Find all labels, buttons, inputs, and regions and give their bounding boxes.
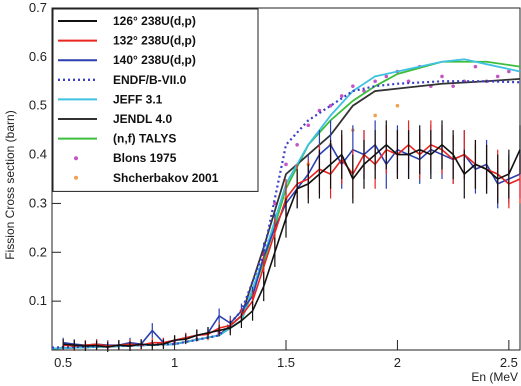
legend-item: Shcherbakov 2001 — [74, 171, 219, 185]
series-126-238u-d-p — [62, 120, 521, 352]
legend-label: Blons 1975 — [113, 151, 177, 165]
data-point — [507, 69, 511, 74]
x-tick-label: 0.5 — [54, 355, 72, 370]
y-tick-label: 0.4 — [29, 147, 47, 162]
data-point — [284, 162, 288, 167]
x-tick-label: 1 — [171, 355, 178, 370]
legend-label: JEFF 3.1 — [113, 92, 163, 106]
data-point — [273, 201, 277, 206]
series-line — [51, 80, 521, 349]
data-point — [373, 79, 377, 84]
data-point — [384, 74, 389, 79]
y-tick-label: 0.3 — [29, 195, 47, 210]
legend-item: (n,f) TALYS — [58, 132, 176, 146]
data-point — [306, 123, 311, 128]
legend-item: Blons 1975 — [74, 151, 177, 165]
legend-label: Shcherbakov 2001 — [113, 171, 219, 185]
data-point — [495, 74, 500, 79]
series-endf-b-vii-0 — [51, 80, 521, 349]
legend-label: 132° 238U(d,p) — [113, 34, 196, 48]
x-axis-title: En (MeV — [471, 370, 518, 384]
y-tick-label: 0.2 — [29, 244, 47, 259]
data-point — [339, 94, 344, 98]
legend-label: 126° 238U(d,p) — [113, 14, 196, 28]
series-line — [63, 143, 521, 348]
x-tick-label: 1.5 — [277, 355, 295, 370]
legend-item: JEFF 3.1 — [58, 92, 163, 106]
legend-item: 140° 238U(d,p) — [58, 53, 196, 67]
y-tick-label: 0.6 — [29, 49, 47, 64]
legend-label: 140° 238U(d,p) — [113, 53, 196, 67]
legend-item: JENDL 4.0 — [58, 112, 172, 126]
data-point — [295, 143, 299, 147]
y-tick-label: 0.1 — [29, 293, 47, 308]
y-tick-label: 0.7 — [29, 0, 47, 15]
x-tick-label: 2.5 — [500, 355, 518, 370]
data-point — [373, 113, 377, 118]
y-axis-title: Fission Cross section (barn) — [3, 110, 17, 259]
data-point — [451, 84, 455, 88]
data-point — [351, 84, 355, 88]
data-point — [473, 64, 478, 69]
legend-label: ENDF/B-VII.0 — [113, 73, 187, 87]
legend-marker — [74, 175, 78, 180]
legend: 126° 238U(d,p) 132° 238U(d,p) 140° 238U(d,… — [52, 8, 259, 192]
data-point — [440, 74, 444, 79]
data-point — [395, 103, 400, 108]
legend-item: ENDF/B-VII.0 — [58, 73, 187, 87]
legend-marker — [74, 156, 78, 161]
data-point — [328, 103, 333, 108]
legend-label: JENDL 4.0 — [113, 112, 172, 126]
legend-item: 132° 238U(d,p) — [58, 34, 196, 48]
series-layer — [51, 58, 521, 352]
legend-label: (n,f) TALYS — [113, 132, 176, 146]
legend-item: 126° 238U(d,p) — [58, 14, 196, 28]
y-tick-label: 0.5 — [29, 98, 47, 113]
x-tick-label: 2 — [394, 355, 401, 370]
